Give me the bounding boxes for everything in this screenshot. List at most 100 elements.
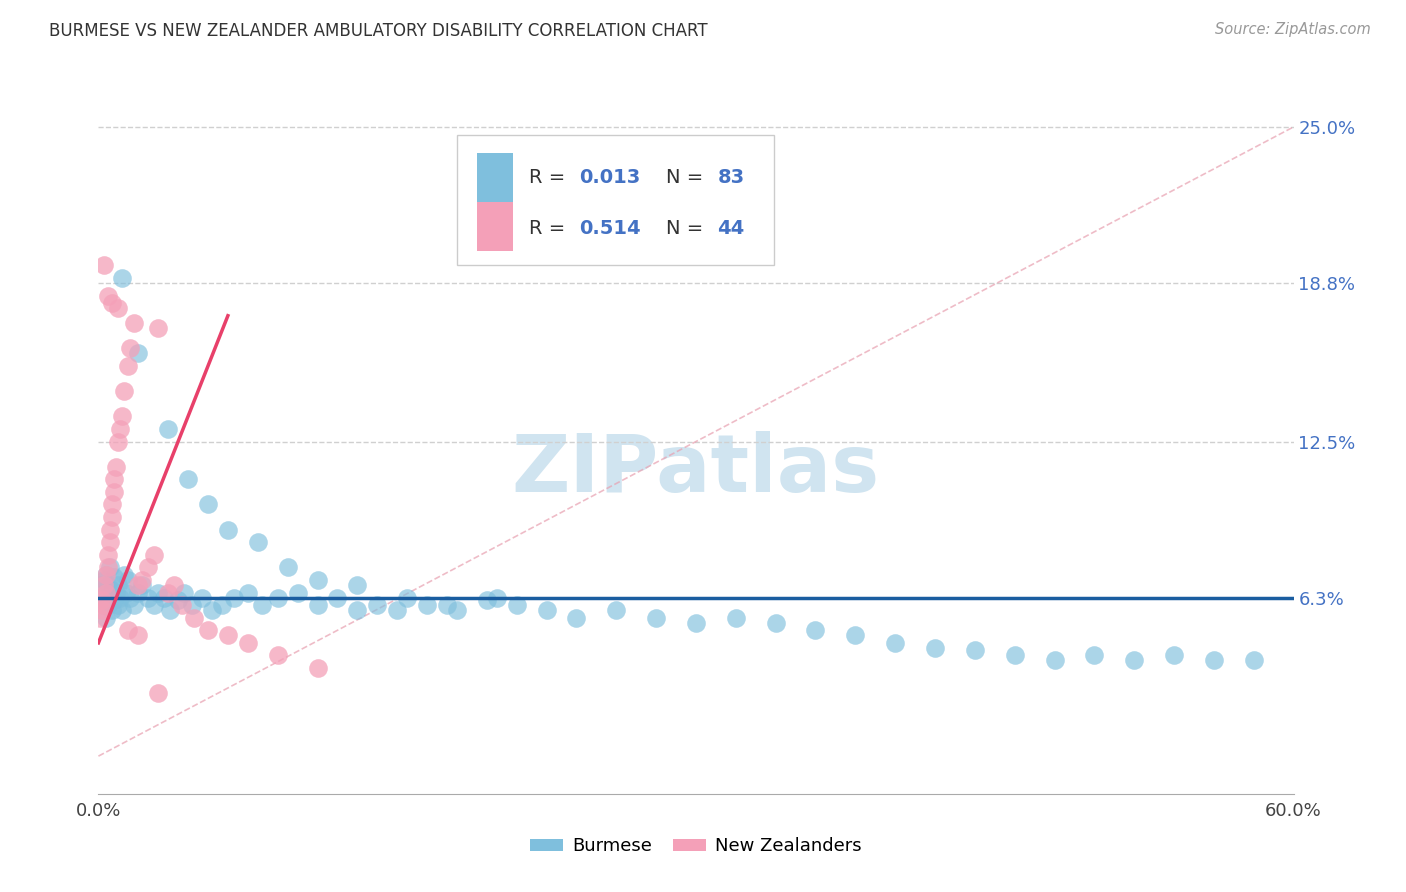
Point: [416, 598, 439, 612]
Point: [110, 422, 132, 436]
Point: [366, 598, 388, 612]
Point: [211, 598, 233, 612]
Point: [89, 578, 111, 592]
Point: [645, 611, 668, 625]
Point: [97, 548, 120, 562]
Point: [112, 384, 135, 399]
Point: [181, 598, 204, 612]
Point: [307, 598, 329, 612]
Point: [93, 598, 115, 612]
Point: [112, 568, 135, 582]
Point: [485, 591, 508, 605]
Point: [153, 591, 176, 605]
Point: [97, 560, 120, 574]
Point: [172, 598, 194, 612]
Point: [93, 598, 115, 612]
Text: 0.013: 0.013: [579, 168, 640, 186]
Point: [98, 535, 122, 549]
Point: [222, 591, 245, 605]
Point: [536, 603, 558, 617]
Text: 44: 44: [717, 219, 745, 237]
Point: [111, 409, 134, 424]
Point: [96, 568, 118, 582]
Point: [605, 603, 627, 617]
Text: R =: R =: [529, 219, 571, 237]
Point: [436, 598, 458, 612]
Point: [98, 523, 122, 537]
Point: [93, 573, 115, 587]
Point: [765, 615, 787, 630]
Point: [96, 568, 118, 582]
Point: [101, 510, 124, 524]
FancyBboxPatch shape: [477, 202, 513, 252]
Point: [124, 316, 146, 330]
FancyBboxPatch shape: [477, 153, 513, 202]
Point: [127, 628, 149, 642]
Point: [148, 686, 170, 700]
Point: [1123, 653, 1146, 667]
Point: [97, 598, 120, 612]
Point: [804, 624, 827, 638]
Text: ZIPatlas: ZIPatlas: [512, 431, 880, 508]
Point: [197, 624, 219, 638]
Point: [346, 578, 368, 592]
Point: [120, 591, 142, 605]
Point: [93, 259, 115, 273]
Point: [101, 582, 124, 597]
Point: [131, 573, 153, 587]
Point: [267, 648, 290, 663]
Point: [446, 603, 468, 617]
Point: [884, 636, 907, 650]
Point: [475, 593, 498, 607]
Text: 0.514: 0.514: [579, 219, 641, 237]
Point: [101, 296, 124, 310]
Point: [127, 585, 149, 599]
Point: [91, 603, 114, 617]
Text: Source: ZipAtlas.com: Source: ZipAtlas.com: [1215, 22, 1371, 37]
Point: [201, 603, 224, 617]
Point: [117, 624, 139, 638]
Point: [89, 611, 111, 625]
Point: [163, 578, 186, 592]
Point: [506, 598, 529, 612]
Point: [177, 472, 200, 486]
Point: [117, 359, 139, 373]
Point: [217, 628, 239, 642]
Point: [326, 591, 349, 605]
Point: [396, 591, 419, 605]
Point: [217, 523, 239, 537]
Point: [120, 342, 142, 356]
Point: [277, 560, 299, 574]
Point: [197, 498, 219, 512]
FancyBboxPatch shape: [457, 135, 773, 266]
Point: [107, 434, 129, 449]
Point: [236, 585, 259, 599]
Point: [1004, 648, 1026, 663]
Point: [136, 591, 159, 605]
Point: [124, 598, 146, 612]
Point: [103, 570, 125, 584]
Point: [107, 578, 129, 592]
Point: [127, 346, 149, 360]
Point: [110, 591, 132, 605]
Point: [105, 459, 128, 474]
Point: [127, 578, 149, 592]
Point: [115, 585, 138, 599]
Point: [1202, 653, 1225, 667]
Point: [91, 591, 114, 605]
Point: [136, 560, 159, 574]
Point: [724, 611, 747, 625]
Point: [191, 591, 214, 605]
Text: 83: 83: [717, 168, 745, 186]
Point: [91, 593, 114, 607]
Point: [250, 598, 273, 612]
Point: [103, 484, 125, 499]
Point: [385, 603, 409, 617]
Point: [111, 271, 134, 285]
Point: [157, 422, 180, 436]
Text: BURMESE VS NEW ZEALANDER AMBULATORY DISABILITY CORRELATION CHART: BURMESE VS NEW ZEALANDER AMBULATORY DISA…: [49, 22, 707, 40]
Point: [97, 578, 120, 592]
Point: [685, 615, 707, 630]
Point: [96, 585, 118, 599]
Point: [107, 301, 129, 315]
